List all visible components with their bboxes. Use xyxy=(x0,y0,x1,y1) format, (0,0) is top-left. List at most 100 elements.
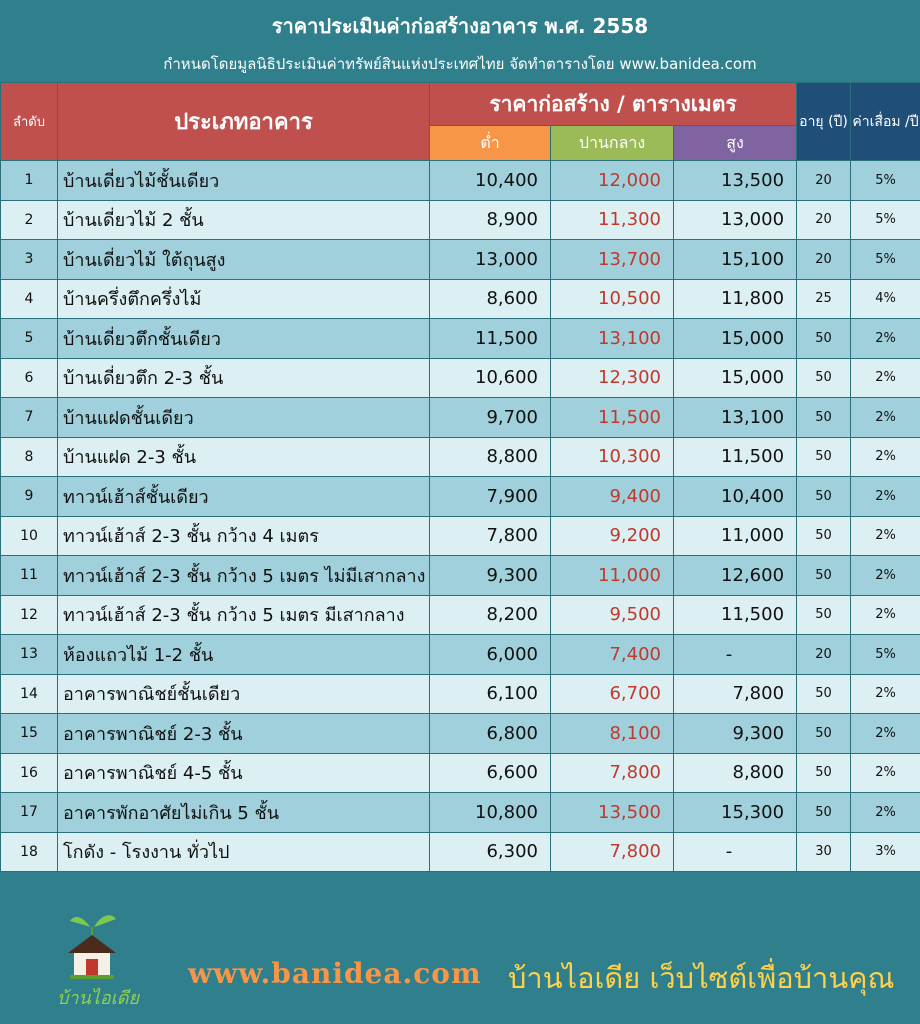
table-row: 11 ทาวน์เฮ้าส์ 2-3 ชั้น กว้าง 5 เมตร ไม่ม… xyxy=(0,555,920,596)
table-row: 6 บ้านเดี่ยวตึก 2-3 ชั้น 10,600 12,300 15,00… xyxy=(0,357,920,398)
row-price-mid: 11,300 xyxy=(550,199,674,240)
row-depreciation: 2% xyxy=(850,555,920,596)
row-building-type: บ้านเดี่ยวตึกชั้นเดียว xyxy=(57,318,430,359)
row-price-low: 8,900 xyxy=(429,199,551,240)
table-body: 1 บ้านเดี่ยวไม้ชั้นเดียว 10,400 12,000 13,50… xyxy=(0,160,920,872)
row-number: 6 xyxy=(0,357,58,398)
row-price-low: 7,800 xyxy=(429,515,551,556)
row-building-type: บ้านแฝด 2-3 ชั้น xyxy=(57,436,430,477)
tagline: บ้านไอเดีย เว็บไซต์เพื่อบ้านคุณ xyxy=(508,961,895,995)
row-price-high: - xyxy=(672,634,798,675)
website-url: www.banidea.com xyxy=(188,957,482,990)
header-mid: ปานกลาง xyxy=(550,125,674,161)
row-price-mid: 9,200 xyxy=(550,515,674,556)
header-age: อายุ (ปี) xyxy=(796,82,852,161)
row-building-type: ทาวน์เฮ้าส์ชั้นเดียว xyxy=(57,476,430,517)
row-price-mid: 12,300 xyxy=(550,357,674,398)
row-depreciation: 5% xyxy=(850,199,920,240)
table-row: 7 บ้านแฝดชั้นเดียว 9,700 11,500 13,100 50 2% xyxy=(0,397,920,438)
table-row: 12 ทาวน์เฮ้าส์ 2-3 ชั้น กว้าง 5 เมตร มีเส… xyxy=(0,594,920,635)
row-price-low: 10,400 xyxy=(429,160,551,201)
row-price-high: 15,100 xyxy=(672,239,798,280)
row-price-low: 6,600 xyxy=(429,752,551,793)
row-depreciation: 2% xyxy=(850,318,920,359)
header-depreciation: ค่าเสื่อม /ปี xyxy=(850,82,920,161)
table-row: 15 อาคารพาณิชย์ 2-3 ชั้น 6,800 8,100 9,300 50… xyxy=(0,713,920,754)
row-depreciation: 2% xyxy=(850,713,920,754)
row-age: 20 xyxy=(796,634,852,675)
row-age: 25 xyxy=(796,278,852,319)
header-price-per-sqm: ราคาก่อสร้าง / ตารางเมตร xyxy=(428,82,798,126)
table-row: 9 ทาวน์เฮ้าส์ชั้นเดียว 7,900 9,400 10,400 50 2… xyxy=(0,476,920,517)
row-number: 14 xyxy=(0,673,58,714)
row-price-low: 9,300 xyxy=(429,555,551,596)
row-price-mid: 10,300 xyxy=(550,436,674,477)
row-age: 50 xyxy=(796,752,852,793)
row-price-mid: 13,700 xyxy=(550,239,674,280)
row-age: 20 xyxy=(796,239,852,280)
table-row: 14 อาคารพาณิชย์ชั้นเดียว 6,100 6,700 7,800 50… xyxy=(0,673,920,714)
row-building-type: บ้านเดี่ยวตึก 2-3 ชั้น xyxy=(57,357,430,398)
row-price-mid: 9,400 xyxy=(550,476,674,517)
row-price-mid: 12,000 xyxy=(550,160,674,201)
row-price-mid: 7,800 xyxy=(550,831,674,872)
row-price-high: 15,000 xyxy=(672,318,798,359)
row-depreciation: 2% xyxy=(850,515,920,556)
row-age: 50 xyxy=(796,357,852,398)
row-price-high: 11,000 xyxy=(672,515,798,556)
row-price-high: 9,300 xyxy=(672,713,798,754)
row-building-type: บ้านเดี่ยวไม้ ใต้ถุนสูง xyxy=(57,239,430,280)
row-age: 20 xyxy=(796,160,852,201)
row-depreciation: 2% xyxy=(850,673,920,714)
row-price-mid: 13,100 xyxy=(550,318,674,359)
row-building-type: อาคารพักอาศัยไม่เกิน 5 ชั้น xyxy=(57,792,430,833)
header-number: ลำดับ xyxy=(0,82,58,161)
table-row: 5 บ้านเดี่ยวตึกชั้นเดียว 11,500 13,100 15,00… xyxy=(0,318,920,359)
table-row: 10 ทาวน์เฮ้าส์ 2-3 ชั้น กว้าง 4 เมตร 7,800… xyxy=(0,515,920,556)
row-price-high: 13,500 xyxy=(672,160,798,201)
row-price-low: 8,200 xyxy=(429,594,551,635)
row-depreciation: 5% xyxy=(850,634,920,675)
table-row: 3 บ้านเดี่ยวไม้ ใต้ถุนสูง 13,000 13,700 15,1… xyxy=(0,239,920,280)
row-price-high: 15,300 xyxy=(672,792,798,833)
row-age: 30 xyxy=(796,831,852,872)
row-age: 50 xyxy=(796,318,852,359)
row-price-mid: 11,000 xyxy=(550,555,674,596)
header: ราคาประเมินค่าก่อสร้างอาคาร พ.ศ. 2558 กำ… xyxy=(0,0,920,82)
row-building-type: บ้านเดี่ยวไม้ 2 ชั้น xyxy=(57,199,430,240)
row-age: 50 xyxy=(796,555,852,596)
row-number: 4 xyxy=(0,278,58,319)
row-depreciation: 2% xyxy=(850,752,920,793)
row-price-high: 13,100 xyxy=(672,397,798,438)
row-number: 7 xyxy=(0,397,58,438)
row-building-type: โกดัง - โรงงาน ทั่วไป xyxy=(57,831,430,872)
table-row: 16 อาคารพาณิชย์ 4-5 ชั้น 6,600 7,800 8,800 50… xyxy=(0,752,920,793)
row-depreciation: 2% xyxy=(850,357,920,398)
row-building-type: อาคารพาณิชย์ชั้นเดียว xyxy=(57,673,430,714)
row-age: 50 xyxy=(796,792,852,833)
banidea-logo: บ้านไอเดีย xyxy=(42,901,154,1011)
row-number: 10 xyxy=(0,515,58,556)
row-price-mid: 9,500 xyxy=(550,594,674,635)
row-number: 3 xyxy=(0,239,58,280)
table-row: 17 อาคารพักอาศัยไม่เกิน 5 ชั้น 10,800 13,50… xyxy=(0,792,920,833)
row-age: 20 xyxy=(796,199,852,240)
row-price-high: 10,400 xyxy=(672,476,798,517)
row-age: 50 xyxy=(796,713,852,754)
row-age: 50 xyxy=(796,476,852,517)
row-depreciation: 2% xyxy=(850,594,920,635)
row-price-low: 6,300 xyxy=(429,831,551,872)
row-price-high: 11,500 xyxy=(672,594,798,635)
row-price-low: 6,100 xyxy=(429,673,551,714)
row-price-high: 7,800 xyxy=(672,673,798,714)
row-number: 9 xyxy=(0,476,58,517)
row-price-low: 10,600 xyxy=(429,357,551,398)
row-depreciation: 3% xyxy=(850,831,920,872)
table-row: 1 บ้านเดี่ยวไม้ชั้นเดียว 10,400 12,000 13,50… xyxy=(0,160,920,201)
row-age: 50 xyxy=(796,397,852,438)
header-low: ต่ำ xyxy=(429,125,551,161)
row-age: 50 xyxy=(796,515,852,556)
row-price-mid: 10,500 xyxy=(550,278,674,319)
row-number: 1 xyxy=(0,160,58,201)
